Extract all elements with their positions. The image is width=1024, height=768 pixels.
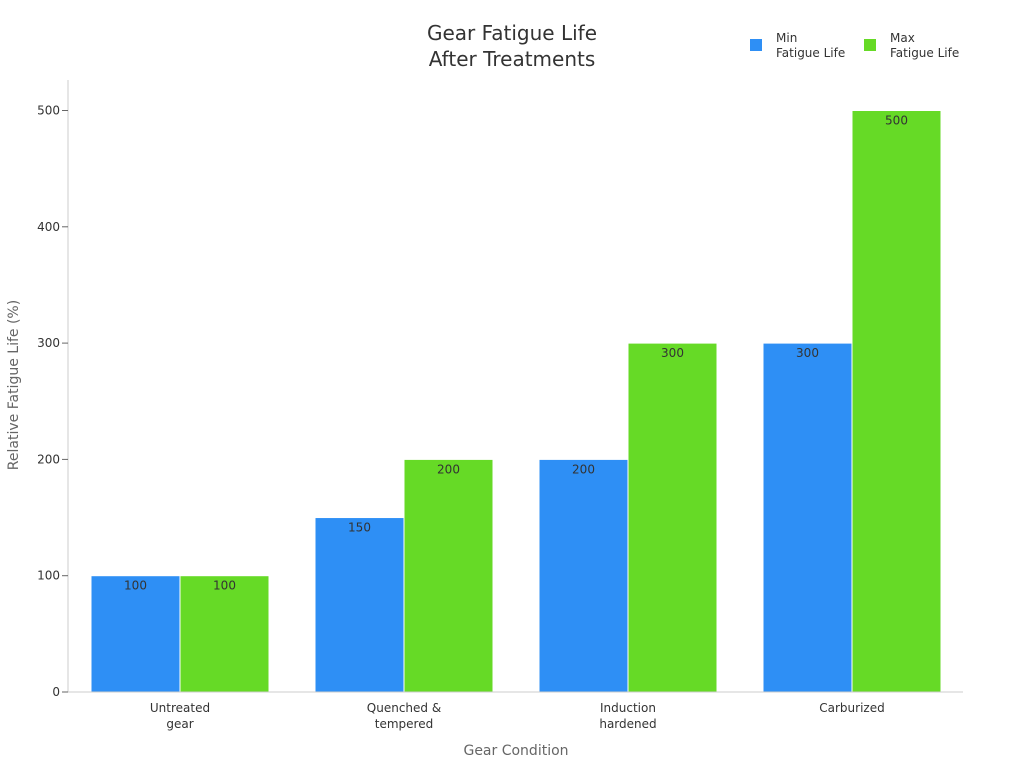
legend-label: Min (776, 31, 797, 45)
x-axis-title: Gear Condition (463, 743, 568, 759)
x-tick-label: tempered (375, 717, 433, 731)
bar-min (90, 575, 181, 693)
legend-swatch (864, 39, 876, 51)
bar-data-label: 200 (572, 462, 595, 476)
y-axis: 0 100 200 300 400 500 (37, 80, 69, 699)
bars: 100 100 150 200 200 300 300 500 (90, 110, 942, 693)
legend-label: Fatigue Life (776, 46, 845, 60)
legend-label: Fatigue Life (890, 46, 959, 60)
bar-data-label: 100 (124, 579, 147, 593)
y-tick-label: 400 (37, 220, 60, 234)
bar-max (179, 575, 270, 693)
bar-data-label: 200 (437, 462, 460, 476)
bar-data-label: 300 (796, 346, 819, 360)
bar-data-label: 100 (213, 579, 236, 593)
bar-data-label: 150 (348, 521, 371, 535)
bar-min (538, 458, 629, 693)
bar-max (851, 110, 942, 693)
bar-min (762, 342, 853, 693)
y-axis-title: Relative Fatigue Life (%) (6, 300, 22, 470)
x-tick-label: Untreated (150, 701, 210, 715)
y-tick-label: 500 (37, 104, 60, 118)
bar-data-label: 500 (885, 114, 908, 128)
y-tick-label: 0 (52, 685, 60, 699)
bar-data-label: 300 (661, 346, 684, 360)
y-tick-label: 100 (37, 569, 60, 583)
y-tick-label: 300 (37, 336, 60, 350)
chart-title-line-2: After Treatments (429, 47, 596, 71)
bar-max (627, 342, 718, 693)
y-tick-label: 200 (37, 452, 60, 466)
x-tick-label: Induction (600, 701, 656, 715)
x-tick-label: gear (166, 717, 193, 731)
bar-min (314, 517, 405, 693)
x-tick-label: Quenched & (367, 701, 441, 715)
chart-title-line-1: Gear Fatigue Life (427, 21, 597, 45)
x-tick-label: Carburized (819, 701, 884, 715)
legend-swatch (750, 39, 762, 51)
bar-max (403, 458, 494, 693)
legend-label: Max (890, 31, 915, 45)
x-tick-label: hardened (599, 717, 656, 731)
x-axis: Untreated gear Quenched & tempered Induction… (68, 691, 963, 731)
